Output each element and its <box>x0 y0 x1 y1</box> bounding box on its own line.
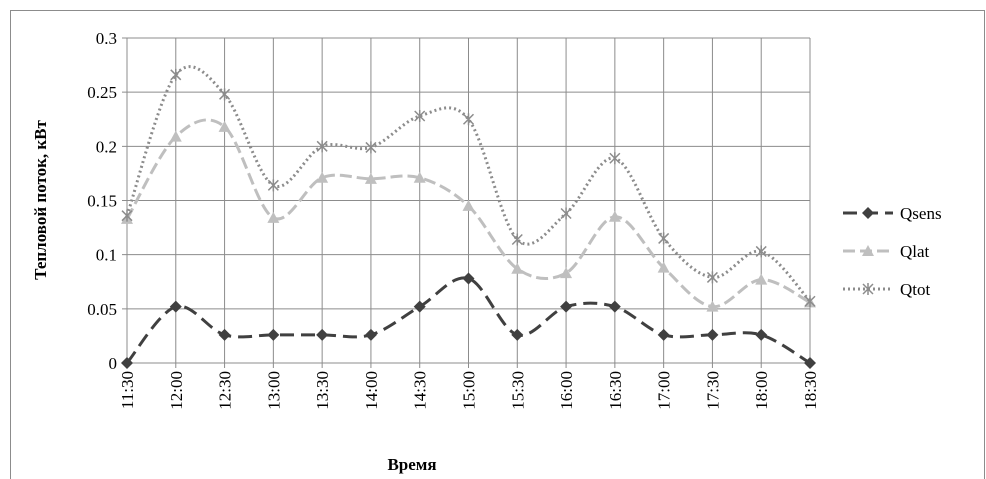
x-axis-title: Время <box>387 455 436 474</box>
y-axis-title: Тепловой поток, кВт <box>31 119 50 279</box>
marker <box>462 272 475 285</box>
marker <box>706 271 718 284</box>
marker <box>657 261 670 273</box>
marker <box>365 141 377 154</box>
marker <box>862 283 874 295</box>
legend-label: Qlat <box>900 242 930 261</box>
marker <box>364 172 377 184</box>
marker <box>462 113 475 126</box>
marker <box>267 179 279 192</box>
x-tick-label: 17:00 <box>655 371 674 410</box>
y-tick-label: 0.3 <box>96 29 117 48</box>
marker <box>560 267 573 279</box>
y-tick-label: 0.2 <box>96 137 117 156</box>
marker <box>169 130 182 142</box>
marker <box>413 171 426 183</box>
marker <box>804 357 816 369</box>
legend-label: Qtot <box>900 280 931 299</box>
x-tick-label: 16:00 <box>557 371 576 410</box>
x-tick-label: 18:30 <box>801 371 820 410</box>
marker <box>364 328 377 341</box>
marker <box>755 273 768 285</box>
marker <box>608 300 621 313</box>
marker <box>658 232 670 245</box>
marker <box>170 68 182 81</box>
x-tick-label: 16:30 <box>606 371 625 410</box>
marker <box>462 199 475 211</box>
marker <box>316 171 329 183</box>
marker <box>511 233 523 246</box>
marker <box>169 300 182 313</box>
marker <box>657 328 670 341</box>
series-line <box>125 65 812 303</box>
marker <box>755 245 767 258</box>
marker <box>706 300 719 312</box>
marker <box>219 88 231 101</box>
marker <box>316 328 329 341</box>
marker <box>804 295 816 308</box>
marker <box>706 328 719 341</box>
x-tick-label: 13:30 <box>313 371 332 410</box>
marker <box>608 210 621 222</box>
marker <box>267 328 280 341</box>
x-tick-label: 11:30 <box>118 371 137 409</box>
x-tick-label: 14:30 <box>411 371 430 410</box>
marker <box>413 300 426 313</box>
marker <box>218 328 231 341</box>
marker <box>862 207 874 219</box>
chart-frame <box>10 10 985 479</box>
marker <box>267 211 280 223</box>
marker <box>560 300 573 313</box>
marker <box>862 245 874 256</box>
x-tick-label: 17:30 <box>703 371 722 410</box>
marker <box>121 357 133 369</box>
legend-label: Qsens <box>900 204 942 223</box>
y-tick-label: 0 <box>109 354 118 373</box>
marker <box>414 110 426 122</box>
marker <box>218 120 231 132</box>
y-tick-label: 0.15 <box>87 192 117 211</box>
marker <box>316 140 328 153</box>
y-tick-label: 0.1 <box>96 246 117 265</box>
marker <box>609 152 621 165</box>
x-tick-label: 14:00 <box>362 371 381 410</box>
marker <box>755 328 768 341</box>
marker <box>511 262 524 274</box>
x-tick-label: 15:00 <box>460 371 479 410</box>
x-tick-label: 12:30 <box>216 371 235 410</box>
marker <box>560 207 572 220</box>
x-tick-label: 13:00 <box>264 371 283 410</box>
x-tick-label: 18:00 <box>752 371 771 410</box>
x-tick-label: 15:30 <box>508 371 527 410</box>
y-tick-label: 0.25 <box>87 83 117 102</box>
marker <box>511 328 524 341</box>
y-tick-label: 0.05 <box>87 300 117 319</box>
series-line <box>125 276 811 365</box>
x-tick-label: 12:00 <box>167 371 186 410</box>
marker <box>121 209 133 222</box>
